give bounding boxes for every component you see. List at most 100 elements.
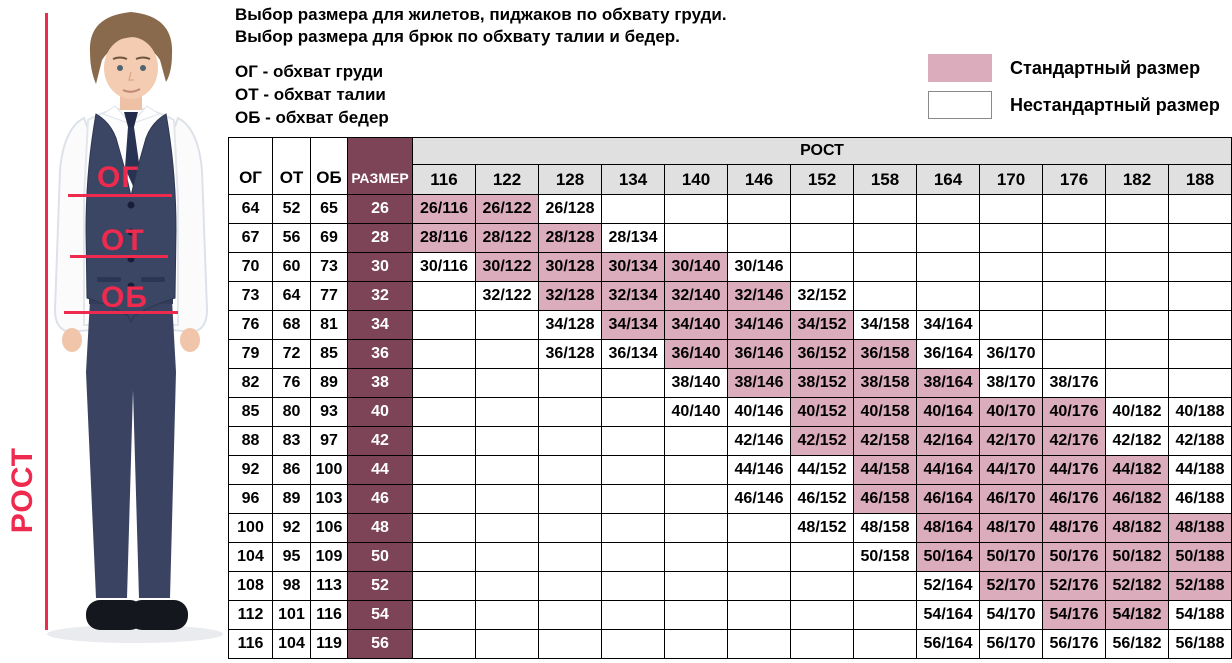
empty-cell: [1042, 252, 1106, 282]
hips-label: ОБ: [101, 281, 148, 314]
empty-cell: [538, 600, 602, 630]
standard-size-cell: 36/146: [727, 339, 791, 369]
abbr-hips: ОБ - обхват бедер: [235, 108, 389, 127]
waist-value: 83: [272, 426, 311, 456]
standard-size-cell: 28/128: [538, 223, 602, 253]
standard-size-cell: 44/176: [1042, 455, 1106, 485]
waist-value: 68: [272, 310, 311, 340]
empty-cell: [664, 484, 728, 514]
empty-cell: [412, 310, 476, 340]
nonstandard-size-cell: 34/128: [538, 310, 602, 340]
empty-cell: [916, 194, 980, 224]
standard-size-cell: 38/152: [790, 368, 854, 398]
chest-column-header: ОГ: [228, 137, 273, 195]
standard-size-cell: 46/164: [916, 484, 980, 514]
empty-cell: [979, 223, 1043, 253]
waist-value: 72: [272, 339, 311, 369]
empty-cell: [979, 281, 1043, 311]
chest-value: 70: [228, 252, 273, 282]
table-row: 85 80 93 40 40/140 40/146 40/152 40/158 40/164 40…: [228, 397, 1232, 427]
hips-value: 85: [310, 339, 348, 369]
height-header: 146: [727, 164, 791, 195]
nonstandard-size-cell: 32/122: [475, 281, 539, 311]
nonstandard-size-cell: 32/152: [790, 281, 854, 311]
table-row: 100 92 106 48 48/152 48/158 48/164 48/170 48/176…: [228, 513, 1232, 543]
hips-value: 106: [310, 513, 348, 543]
trousers: [86, 297, 176, 598]
standard-size-cell: 46/176: [1042, 484, 1106, 514]
waist-value: 92: [272, 513, 311, 543]
nonstandard-size-label: Нестандартный размер: [1010, 95, 1220, 115]
nonstandard-size-cell: 54/188: [1168, 600, 1232, 630]
empty-cell: [475, 397, 539, 427]
empty-cell: [979, 194, 1043, 224]
empty-cell: [1105, 281, 1169, 311]
standard-size-cell: 26/116: [412, 194, 476, 224]
hips-value: 81: [310, 310, 348, 340]
standard-size-cell: 32/128: [538, 281, 602, 311]
waist-column-header: ОТ: [272, 137, 311, 195]
nonstandard-size-cell: 34/164: [916, 310, 980, 340]
abbr-chest: ОГ - обхват груди: [235, 62, 384, 81]
height-header: 140: [664, 164, 728, 195]
empty-cell: [727, 223, 791, 253]
height-header: 128: [538, 164, 602, 195]
empty-cell: [412, 368, 476, 398]
standard-size-cell: 50/164: [916, 542, 980, 572]
standard-size-cell: 54/182: [1105, 600, 1169, 630]
size-value: 56: [347, 629, 413, 659]
table-row: 79 72 85 36 36/128 36/134 36/140 36/146 36/152 36…: [228, 339, 1232, 369]
size-value: 44: [347, 455, 413, 485]
empty-cell: [727, 542, 791, 572]
hips-value: 93: [310, 397, 348, 427]
standard-size-cell: 30/128: [538, 252, 602, 282]
empty-cell: [790, 600, 854, 630]
nonstandard-size-cell: 36/128: [538, 339, 602, 369]
empty-cell: [412, 513, 476, 543]
table-row: 112 101 116 54 54/164 54/170 54/176 54/182 54/18…: [228, 600, 1232, 630]
empty-cell: [601, 397, 665, 427]
empty-cell: [412, 397, 476, 427]
empty-cell: [979, 310, 1043, 340]
size-value: 48: [347, 513, 413, 543]
waist-value: 98: [272, 571, 311, 601]
nonstandard-size-cell: 42/182: [1105, 426, 1169, 456]
waist-value: 76: [272, 368, 311, 398]
empty-cell: [538, 629, 602, 659]
standard-size-cell: 34/140: [664, 310, 728, 340]
empty-cell: [727, 600, 791, 630]
empty-cell: [1105, 339, 1169, 369]
empty-cell: [1105, 252, 1169, 282]
nonstandard-size-cell: 40/188: [1168, 397, 1232, 427]
nonstandard-size-cell: 46/146: [727, 484, 791, 514]
standard-size-cell: 32/140: [664, 281, 728, 311]
waist-value: 56: [272, 223, 311, 253]
standard-size-cell: 30/140: [664, 252, 728, 282]
empty-cell: [601, 194, 665, 224]
waist-measure-line: [70, 255, 168, 258]
hips-value: 97: [310, 426, 348, 456]
empty-cell: [727, 629, 791, 659]
empty-cell: [664, 223, 728, 253]
waist-value: 95: [272, 542, 311, 572]
empty-cell: [412, 426, 476, 456]
waist-value: 64: [272, 281, 311, 311]
standard-size-cell: 44/170: [979, 455, 1043, 485]
standard-size-cell: 42/164: [916, 426, 980, 456]
standard-size-cell: 54/176: [1042, 600, 1106, 630]
size-value: 40: [347, 397, 413, 427]
chest-value: 64: [228, 194, 273, 224]
nonstandard-size-cell: 26/128: [538, 194, 602, 224]
table-row: 92 86 100 44 44/146 44/152 44/158 44/164 44/170 4…: [228, 455, 1232, 485]
empty-cell: [475, 600, 539, 630]
chest-value: 88: [228, 426, 273, 456]
empty-cell: [1168, 223, 1232, 253]
empty-cell: [1042, 339, 1106, 369]
empty-cell: [916, 252, 980, 282]
empty-cell: [664, 426, 728, 456]
standard-size-cell: 38/158: [853, 368, 917, 398]
standard-size-cell: 44/182: [1105, 455, 1169, 485]
hips-value: 65: [310, 194, 348, 224]
size-value: 46: [347, 484, 413, 514]
